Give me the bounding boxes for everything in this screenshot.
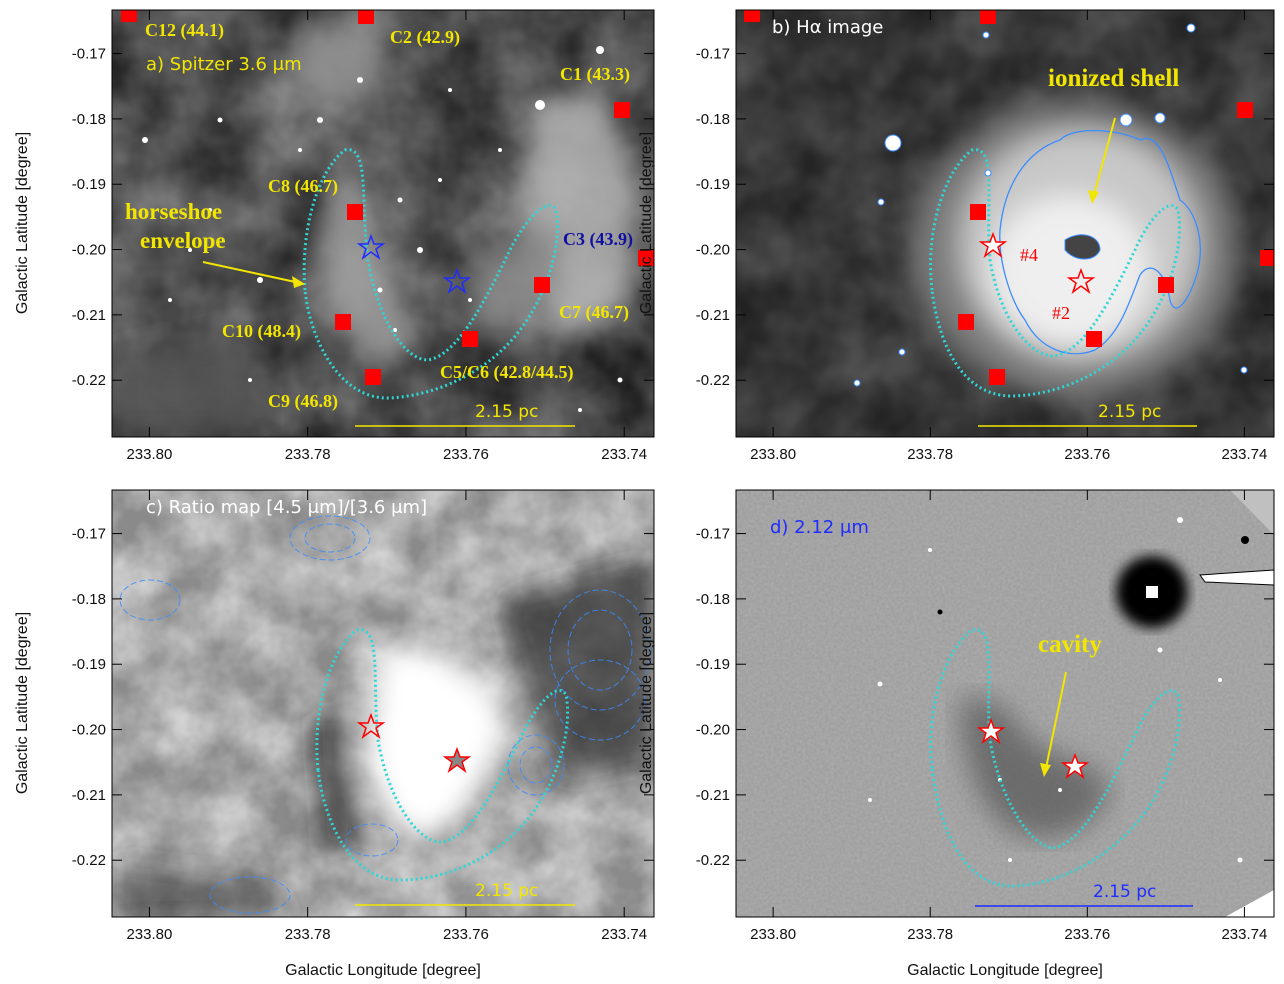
ylabel-bottom-right: Galactic Latitude [degree] bbox=[638, 612, 655, 794]
annotation-ionized: ionized shell bbox=[1048, 65, 1179, 92]
panel-title-d: d) 2.12 μm bbox=[770, 517, 869, 538]
scalebar-label-d: 2.15 pc bbox=[1093, 882, 1156, 902]
panel-c: 2.15 pc c) Ratio map [4.5 μm]/[3.6 μm] bbox=[111, 489, 655, 918]
annotation-horseshoe: horseshoe envelope bbox=[125, 199, 228, 253]
x-tick-label: 233.78 bbox=[907, 446, 953, 463]
x-tick-label: 233.78 bbox=[285, 446, 331, 463]
y-tick-label: -0.21 bbox=[696, 787, 730, 804]
clump-label-c12: C12 (44.1) bbox=[145, 20, 224, 41]
ylabel-top-right: Galactic Latitude [degree] bbox=[638, 132, 655, 314]
y-tick-label: -0.19 bbox=[72, 656, 106, 673]
x-tick-label: 233.76 bbox=[443, 926, 489, 943]
clump-label-c8: C8 (46.7) bbox=[268, 176, 338, 197]
y-tick-label: -0.18 bbox=[72, 111, 106, 128]
star-marker-2c bbox=[442, 746, 472, 774]
x-tick-label: 233.74 bbox=[601, 446, 647, 463]
y-tick-label: -0.21 bbox=[72, 787, 106, 804]
panel-title-a: a) Spitzer 3.6 μm bbox=[146, 54, 302, 75]
y-tick-label: -0.19 bbox=[72, 176, 106, 193]
x-tick-label: 233.74 bbox=[1221, 446, 1267, 463]
y-tick-label: -0.21 bbox=[72, 307, 106, 324]
horseshoe-contour-b bbox=[929, 148, 1182, 398]
clump-label-c5c6: C5/C6 (42.8/44.5) bbox=[440, 362, 574, 383]
xlabel-left: Galactic Longitude [degree] bbox=[285, 962, 481, 979]
x-tick-label: 233.74 bbox=[1221, 926, 1267, 943]
star-marker-4d bbox=[976, 717, 1006, 745]
y-tick-label: -0.20 bbox=[696, 722, 730, 739]
star-marker-4b bbox=[978, 231, 1008, 259]
y-tick-label: -0.17 bbox=[696, 526, 730, 543]
y-tick-label: -0.19 bbox=[696, 176, 730, 193]
annotation-cavity: cavity bbox=[1038, 631, 1102, 658]
y-tick-label: -0.20 bbox=[72, 242, 106, 259]
panel-a: 2.15 pc a) Spitzer 3.6 μm C12 (44.1) C2 … bbox=[111, 9, 655, 438]
horseshoe-contour bbox=[302, 148, 559, 400]
clump-label-c10: C10 (48.4) bbox=[222, 321, 301, 342]
star-marker-2b bbox=[1066, 267, 1096, 295]
star-marker-4 bbox=[356, 233, 386, 261]
y-tick-label: -0.17 bbox=[72, 46, 106, 63]
clump-markers bbox=[121, 10, 654, 385]
panel-d: 2.15 pc d) 2.12 μm cavity bbox=[735, 489, 1275, 918]
scalebar-label-a: 2.15 pc bbox=[475, 402, 538, 422]
ylabel-bottom-left: Galactic Latitude [degree] bbox=[14, 612, 31, 794]
ratio-contours bbox=[119, 515, 651, 914]
y-tick-label: -0.18 bbox=[696, 591, 730, 608]
y-tick-label: -0.19 bbox=[696, 656, 730, 673]
y-tick-label: -0.20 bbox=[72, 722, 106, 739]
y-tick-label: -0.22 bbox=[696, 372, 730, 389]
x-tick-label: 233.76 bbox=[443, 446, 489, 463]
y-tick-label: -0.20 bbox=[696, 242, 730, 259]
clump-markers-b bbox=[744, 10, 1274, 385]
x-tick-label: 233.76 bbox=[1064, 926, 1110, 943]
y-tick-label: -0.18 bbox=[696, 111, 730, 128]
y-tick-label: -0.21 bbox=[696, 307, 730, 324]
ylabel-top-left: Galactic Latitude [degree] bbox=[14, 132, 31, 314]
star-marker-4c bbox=[356, 712, 386, 740]
x-tick-label: 233.80 bbox=[126, 446, 172, 463]
x-tick-label: 233.76 bbox=[1064, 446, 1110, 463]
x-tick-label: 233.78 bbox=[285, 926, 331, 943]
y-tick-label: -0.17 bbox=[72, 526, 106, 543]
horseshoe-line-1: horseshoe bbox=[125, 199, 222, 224]
y-tick-label: -0.22 bbox=[72, 852, 106, 869]
xlabel-right: Galactic Longitude [degree] bbox=[907, 962, 1103, 979]
x-tick-label: 233.80 bbox=[750, 926, 796, 943]
x-tick-label: 233.80 bbox=[750, 446, 796, 463]
y-tick-label: -0.22 bbox=[72, 372, 106, 389]
y-tick-label: -0.18 bbox=[72, 591, 106, 608]
panel-b: 2.15 pc b) Hα image ionized shell #4 #2 bbox=[735, 9, 1275, 438]
star-marker-2d bbox=[1060, 752, 1090, 780]
clump-label-c3: C3 (43.9) bbox=[563, 229, 633, 250]
horseshoe-contour-c bbox=[315, 628, 570, 882]
source-label-2: #2 bbox=[1052, 303, 1070, 323]
x-tick-label: 233.74 bbox=[601, 926, 647, 943]
star-field bbox=[142, 46, 623, 412]
star-field-b bbox=[853, 23, 1248, 387]
x-tick-label: 233.78 bbox=[907, 926, 953, 943]
y-tick-label: -0.17 bbox=[696, 46, 730, 63]
panel-title-b: b) Hα image bbox=[772, 17, 883, 38]
source-label-4: #4 bbox=[1020, 245, 1038, 265]
y-tick-label: -0.22 bbox=[696, 852, 730, 869]
scalebar-label-c: 2.15 pc bbox=[475, 881, 538, 901]
horseshoe-line-2: envelope bbox=[140, 228, 226, 253]
clump-label-c2: C2 (42.9) bbox=[390, 27, 460, 48]
star-marker-2 bbox=[442, 267, 472, 295]
clump-label-c1: C1 (43.3) bbox=[560, 64, 630, 85]
panel-title-c: c) Ratio map [4.5 μm]/[3.6 μm] bbox=[146, 497, 427, 518]
halpha-contour bbox=[999, 129, 1201, 355]
clump-label-c9: C9 (46.8) bbox=[268, 391, 338, 412]
x-tick-label: 233.80 bbox=[126, 926, 172, 943]
horseshoe-contour-d bbox=[929, 628, 1182, 888]
clump-label-c7: C7 (46.7) bbox=[559, 302, 629, 323]
scalebar-label-b: 2.15 pc bbox=[1098, 402, 1161, 422]
axes-layer: 233.80 233.78 233.76 233.74 -0.17 -0.18 -0.19 -… bbox=[72, 10, 1274, 943]
